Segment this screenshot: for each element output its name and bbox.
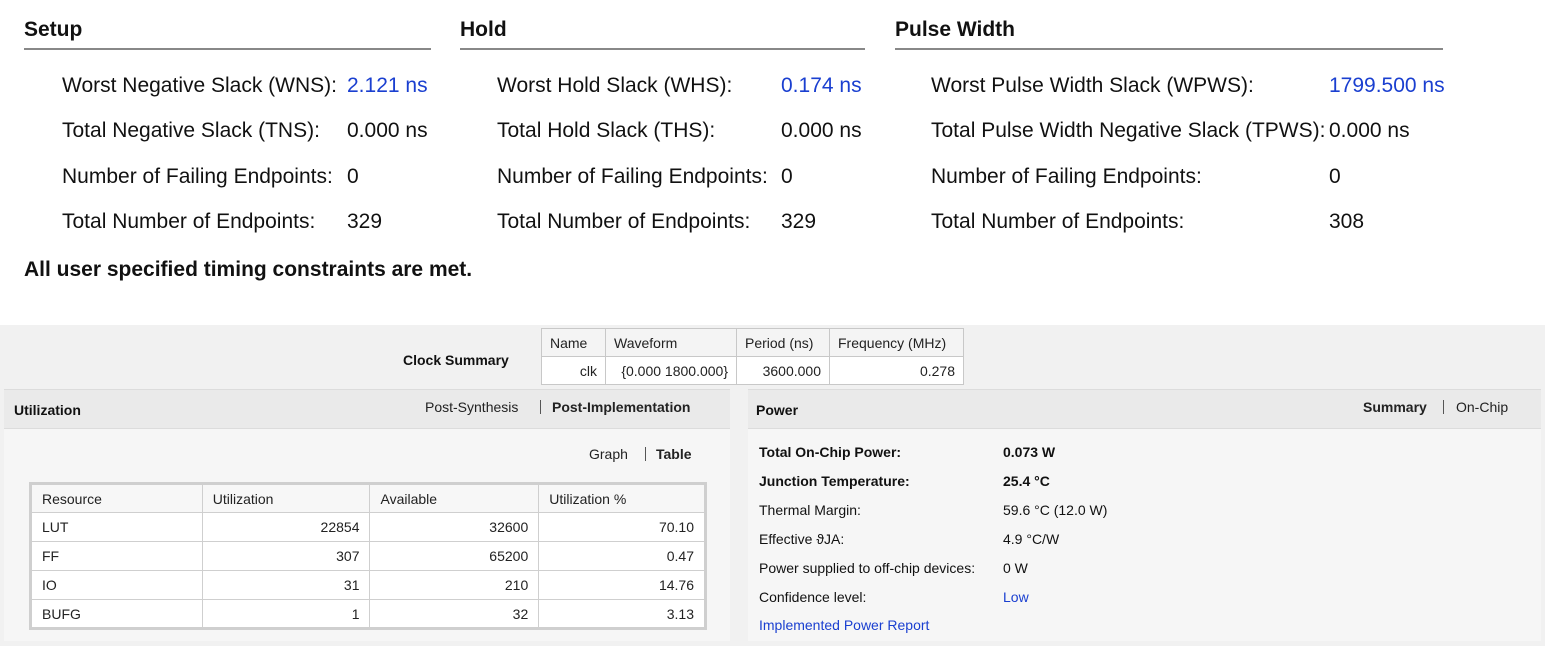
available-cell: 65200 [369, 541, 540, 571]
hold-section: Hold [460, 18, 865, 50]
total-power-label: Total On-Chip Power: [759, 444, 902, 460]
setup-tns-label: Total Negative Slack (TNS): [62, 119, 320, 142]
clock-frequency-cell: 0.278 [829, 356, 964, 385]
thermal-margin-label: Thermal Margin: [759, 502, 861, 518]
setup-failing-value: 0 [347, 165, 359, 188]
pulse-failing-value: 0 [1329, 165, 1341, 188]
pulse-tpws-label: Total Pulse Width Negative Slack (TPWS): [931, 119, 1326, 142]
setup-failing-label: Number of Failing Endpoints: [62, 165, 333, 188]
power-header [748, 389, 1541, 429]
confidence-level-link[interactable]: Low [1003, 589, 1029, 605]
hold-whs-value[interactable]: 0.174 ns [781, 74, 862, 97]
power-tab-separator [1443, 400, 1444, 414]
hold-failing-label: Number of Failing Endpoints: [497, 165, 768, 188]
available-cell: 32600 [369, 512, 540, 542]
resource-cell: IO [30, 570, 203, 600]
utilization-cell: 1 [201, 599, 371, 629]
setup-tns-value: 0.000 ns [347, 119, 428, 142]
hold-ths-value: 0.000 ns [781, 119, 862, 142]
utilization-cell: 307 [201, 541, 371, 571]
percent-cell: 0.47 [538, 541, 706, 571]
available-cell: 210 [369, 570, 540, 600]
setup-wns-label: Worst Negative Slack (WNS): [62, 74, 337, 97]
clock-waveform-cell: {0.000 1800.000} [605, 356, 737, 385]
junction-temp-label: Junction Temperature: [759, 473, 910, 489]
pulse-width-section: Pulse Width [895, 18, 1443, 50]
utilization-table: Resource Utilization Available Utilizati… [29, 482, 707, 630]
table-row[interactable]: BUFG 1 32 3.13 [30, 599, 706, 629]
hold-title: Hold [460, 18, 865, 50]
table-row[interactable]: clk {0.000 1800.000} 3600.000 0.278 [541, 356, 964, 385]
power-body [748, 429, 1541, 641]
table-row[interactable]: FF 307 65200 0.47 [30, 541, 706, 571]
clock-summary-label: Clock Summary [403, 352, 509, 368]
timing-met-message: All user specified timing constraints ar… [24, 258, 473, 281]
implemented-power-report-link[interactable]: Implemented Power Report [759, 617, 930, 633]
view-tab-separator [645, 447, 646, 461]
setup-section: Setup [24, 18, 431, 50]
tab-separator [540, 400, 541, 414]
hold-total-label: Total Number of Endpoints: [497, 210, 751, 233]
utilization-cell: 31 [201, 570, 371, 600]
pulse-tpws-value: 0.000 ns [1329, 119, 1410, 142]
total-power-value: 0.073 W [1003, 444, 1056, 460]
table-row[interactable]: LUT 22854 32600 70.10 [30, 512, 706, 542]
table-row[interactable]: IO 31 210 14.76 [30, 570, 706, 600]
effective-theta-ja-value: 4.9 °C/W [1003, 531, 1060, 547]
available-cell: 32 [369, 599, 540, 629]
utilization-header [4, 389, 730, 429]
hold-ths-label: Total Hold Slack (THS): [497, 119, 716, 142]
util-header-resource: Resource [30, 483, 203, 513]
power-title: Power [756, 402, 799, 418]
tab-post-synthesis[interactable]: Post-Synthesis [425, 399, 519, 415]
pulse-width-title: Pulse Width [895, 18, 1443, 50]
timing-summary: Setup Worst Negative Slack (WNS): 2.121 … [24, 18, 1445, 281]
table-header-row: Name Waveform Period (ns) Frequency (MHz… [541, 328, 964, 357]
hold-whs-label: Worst Hold Slack (WHS): [497, 74, 733, 97]
off-chip-power-label: Power supplied to off-chip devices: [759, 560, 976, 576]
resource-cell: FF [30, 541, 203, 571]
setup-wns-value[interactable]: 2.121 ns [347, 74, 428, 97]
pulse-total-label: Total Number of Endpoints: [931, 210, 1185, 233]
util-header-available: Available [369, 483, 540, 513]
pulse-failing-label: Number of Failing Endpoints: [931, 165, 1202, 188]
pulse-wpws-label: Worst Pulse Width Slack (WPWS): [931, 74, 1254, 97]
pulse-total-value: 308 [1329, 210, 1365, 233]
resource-cell: LUT [30, 512, 203, 542]
clock-period-cell: 3600.000 [736, 356, 830, 385]
resource-cell: BUFG [30, 599, 203, 629]
utilization-cell: 22854 [201, 512, 371, 542]
pulse-wpws-value[interactable]: 1799.500 ns [1329, 74, 1445, 97]
tab-summary[interactable]: Summary [1363, 399, 1427, 415]
clock-name-cell: clk [541, 356, 606, 385]
setup-title: Setup [24, 18, 431, 50]
setup-total-label: Total Number of Endpoints: [62, 210, 316, 233]
setup-total-value: 329 [347, 210, 383, 233]
utilization-title: Utilization [14, 402, 81, 418]
tab-post-implementation[interactable]: Post-Implementation [552, 399, 691, 415]
tab-table[interactable]: Table [656, 446, 692, 462]
util-header-percent: Utilization % [538, 483, 706, 513]
hold-total-value: 329 [781, 210, 817, 233]
confidence-level-label: Confidence level: [759, 589, 867, 605]
table-header-row: Resource Utilization Available Utilizati… [30, 483, 706, 513]
clock-header-frequency: Frequency (MHz) [829, 328, 964, 357]
clock-summary-table: Name Waveform Period (ns) Frequency (MHz… [541, 328, 964, 385]
junction-temp-value: 25.4 °C [1003, 473, 1050, 489]
off-chip-power-value: 0 W [1003, 560, 1028, 576]
percent-cell: 70.10 [538, 512, 706, 542]
thermal-margin-value: 59.6 °C (12.0 W) [1003, 502, 1108, 518]
clock-header-waveform: Waveform [605, 328, 737, 357]
hold-failing-value: 0 [781, 165, 793, 188]
util-header-utilization: Utilization [201, 483, 371, 513]
tab-graph[interactable]: Graph [589, 446, 628, 462]
effective-theta-ja-label: Effective ϑJA: [759, 531, 845, 547]
clock-header-name: Name [541, 328, 606, 357]
clock-header-period: Period (ns) [736, 328, 830, 357]
percent-cell: 14.76 [538, 570, 706, 600]
tab-on-chip[interactable]: On-Chip [1456, 399, 1509, 415]
percent-cell: 3.13 [538, 599, 706, 629]
